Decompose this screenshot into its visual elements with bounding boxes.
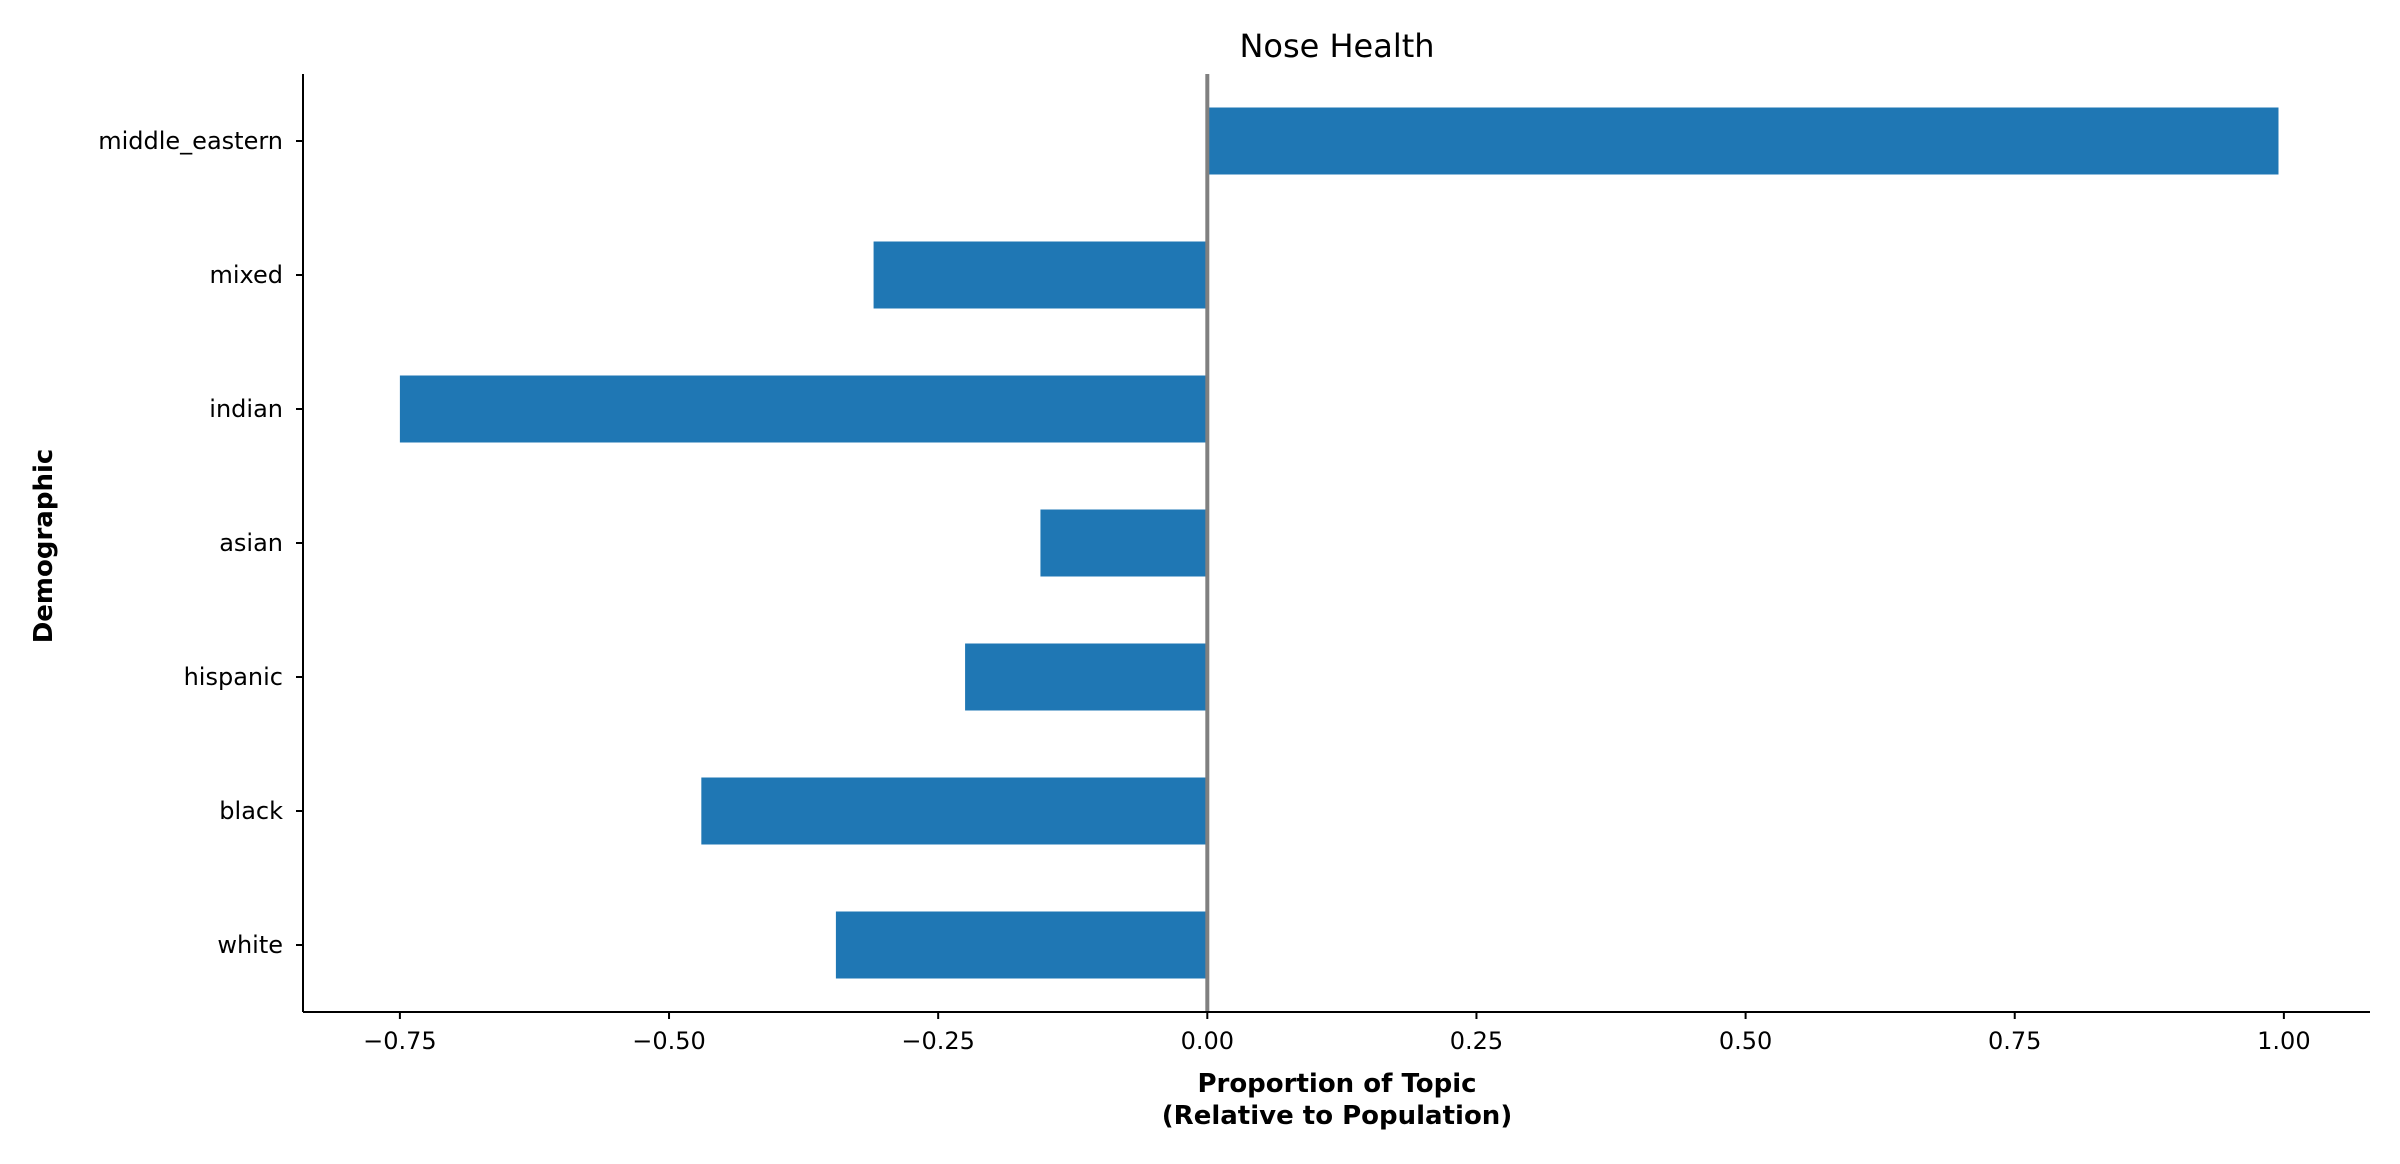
x-tick-label: 0.00 xyxy=(1181,1027,1234,1055)
y-tick-label: black xyxy=(219,797,283,825)
x-tick-label: 0.50 xyxy=(1719,1027,1772,1055)
bars-layer xyxy=(399,107,2279,979)
bar-middle-eastern xyxy=(1207,107,2279,175)
bar-asian xyxy=(1040,509,1208,577)
y-axis-label: Demographic xyxy=(29,449,59,644)
y-tick-label: asian xyxy=(219,529,283,557)
bar-indian xyxy=(399,375,1208,443)
chart-title: Nose Health xyxy=(1239,27,1434,65)
axes-layer xyxy=(302,74,2370,1013)
x-ticks-layer: −0.75 −0.50 −0.25 0.00 0.25 0.50 0.75 1.00 xyxy=(363,1012,2311,1055)
bar-white xyxy=(835,911,1208,979)
y-tick-label: white xyxy=(217,931,283,959)
x-tick-label: 1.00 xyxy=(2257,1027,2310,1055)
x-axis-label-line-1: Proportion of Topic xyxy=(1197,1069,1476,1099)
bar-mixed xyxy=(873,241,1208,309)
x-tick-label: −0.25 xyxy=(901,1027,975,1055)
bar-black xyxy=(701,777,1208,845)
bar-hispanic xyxy=(965,643,1208,711)
y-tick-label: indian xyxy=(209,395,283,423)
x-tick-label: 0.75 xyxy=(1988,1027,2041,1055)
y-tick-label: hispanic xyxy=(184,663,283,691)
y-tick-label: mixed xyxy=(209,261,283,289)
x-tick-label: 0.25 xyxy=(1450,1027,1503,1055)
y-tick-label: middle_eastern xyxy=(98,127,283,155)
x-axis-label-line-2: (Relative to Population) xyxy=(1162,1101,1512,1131)
x-tick-label: −0.75 xyxy=(363,1027,437,1055)
x-tick-label: −0.50 xyxy=(632,1027,706,1055)
